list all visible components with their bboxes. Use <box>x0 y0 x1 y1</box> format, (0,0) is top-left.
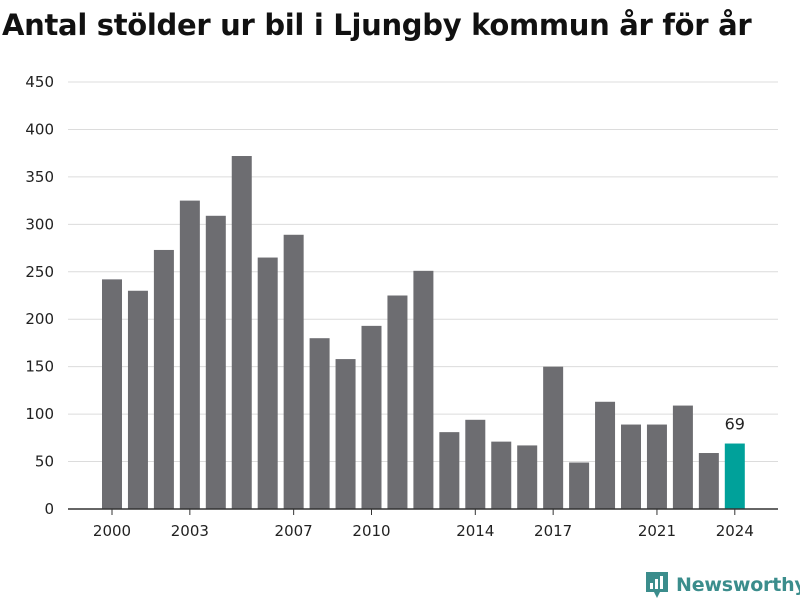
bar-2007 <box>283 234 304 509</box>
bar-2010 <box>361 325 382 509</box>
bar-2006 <box>257 257 278 509</box>
bar-2015 <box>491 441 512 509</box>
bar-2002 <box>153 249 174 509</box>
bar-2004 <box>205 215 226 509</box>
y-tick-label: 100 <box>25 405 54 423</box>
bar-2000 <box>102 279 122 509</box>
x-tick-label: 2021 <box>638 522 676 540</box>
y-tick-label: 150 <box>25 358 54 376</box>
bar-2017 <box>543 366 564 509</box>
x-axis-ticks: 2000 2003 2007 2010 2014 2017 2021 2024 <box>93 509 754 540</box>
bar-2014 <box>465 419 486 509</box>
bar-2012 <box>413 270 434 509</box>
y-tick-label: 0 <box>44 500 54 518</box>
bar-2011 <box>387 295 408 509</box>
y-tick-label: 300 <box>25 215 54 233</box>
y-axis-ticks: 0 50 100 150 200 250 300 350 400 450 <box>25 73 54 518</box>
data-labels: 69 <box>725 415 745 434</box>
y-tick-label: 50 <box>35 453 54 471</box>
bar-2020 <box>621 424 641 509</box>
bar-2008 <box>309 338 330 509</box>
newsworthy-logo-icon <box>646 572 668 598</box>
y-tick-label: 200 <box>25 310 54 328</box>
bar-2016 <box>517 445 538 509</box>
x-tick-label: 2007 <box>275 522 313 540</box>
y-tick-label: 350 <box>25 168 54 186</box>
newsworthy-logo: Newsworthy <box>644 570 800 600</box>
data-label-2024: 69 <box>725 415 745 434</box>
bar-2001 <box>127 290 148 509</box>
y-tick-label: 450 <box>25 73 54 91</box>
bars <box>102 156 745 509</box>
brand-name: Newsworthy <box>676 574 800 596</box>
bar-2003 <box>179 200 200 509</box>
x-tick-label: 2014 <box>456 522 494 540</box>
y-tick-label: 400 <box>25 120 54 138</box>
bar-2023 <box>698 453 719 509</box>
x-tick-label: 2017 <box>534 522 572 540</box>
chart-title: Antal stölder ur bil i Ljungby kommun år… <box>2 8 752 42</box>
bar-2024 <box>724 443 745 509</box>
bar-2021 <box>646 424 667 509</box>
y-tick-label: 250 <box>25 263 54 281</box>
bar-2005 <box>231 156 252 509</box>
bar-2009 <box>335 359 356 509</box>
x-tick-label: 2000 <box>93 522 131 540</box>
bar-2013 <box>439 432 460 509</box>
bar-2019 <box>595 401 616 509</box>
bar-2022 <box>672 405 693 509</box>
bar-chart: 0 50 100 150 200 250 300 350 400 450 2000 2003 2007… <box>25 73 778 540</box>
x-tick-label: 2024 <box>716 522 754 540</box>
x-tick-label: 2003 <box>171 522 209 540</box>
bar-2018 <box>569 462 590 509</box>
x-tick-label: 2010 <box>352 522 390 540</box>
